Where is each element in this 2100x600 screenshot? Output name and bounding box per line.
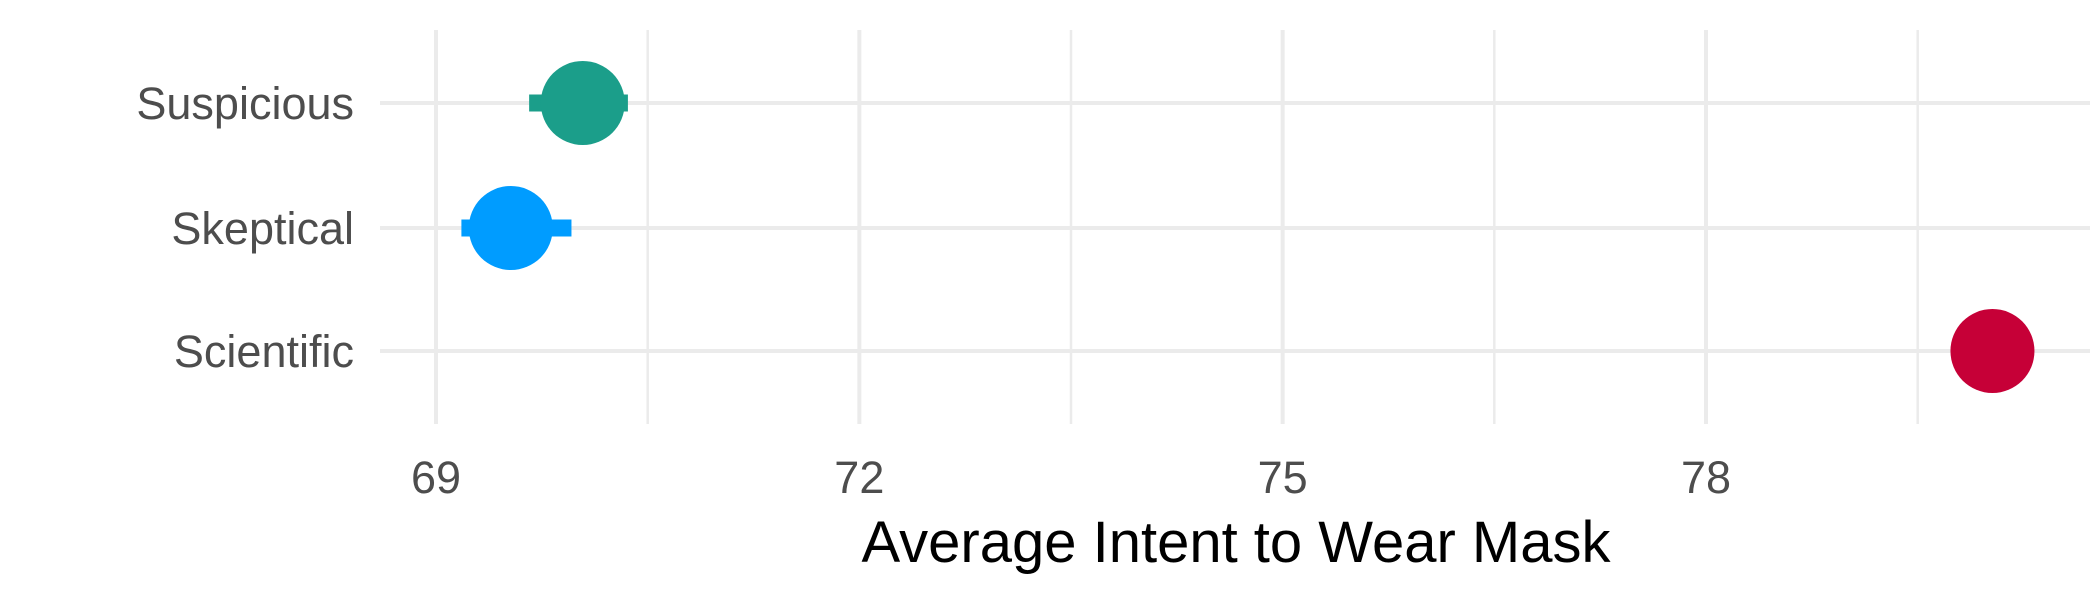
x-tick-label: 69 (411, 452, 461, 503)
x-axis-title: Average Intent to Wear Mask (861, 510, 1611, 575)
y-tick-label-scientific: Scientific (174, 326, 354, 377)
data-points (468, 61, 2035, 393)
y-tick-label-suspicious: Suspicious (136, 78, 354, 129)
x-tick-label: 72 (834, 452, 884, 503)
x-tick-label: 78 (1681, 452, 1731, 503)
point-scientific (1950, 309, 2035, 393)
gridlines (380, 30, 2090, 424)
y-tick-label-skeptical: Skeptical (171, 203, 354, 254)
point-suspicious (540, 61, 625, 145)
x-tick-label: 75 (1258, 452, 1308, 503)
point-skeptical (468, 186, 553, 270)
y-axis-labels: Scientific Skeptical Suspicious (136, 78, 354, 377)
x-axis-labels: 69 72 75 78 (411, 452, 1731, 503)
